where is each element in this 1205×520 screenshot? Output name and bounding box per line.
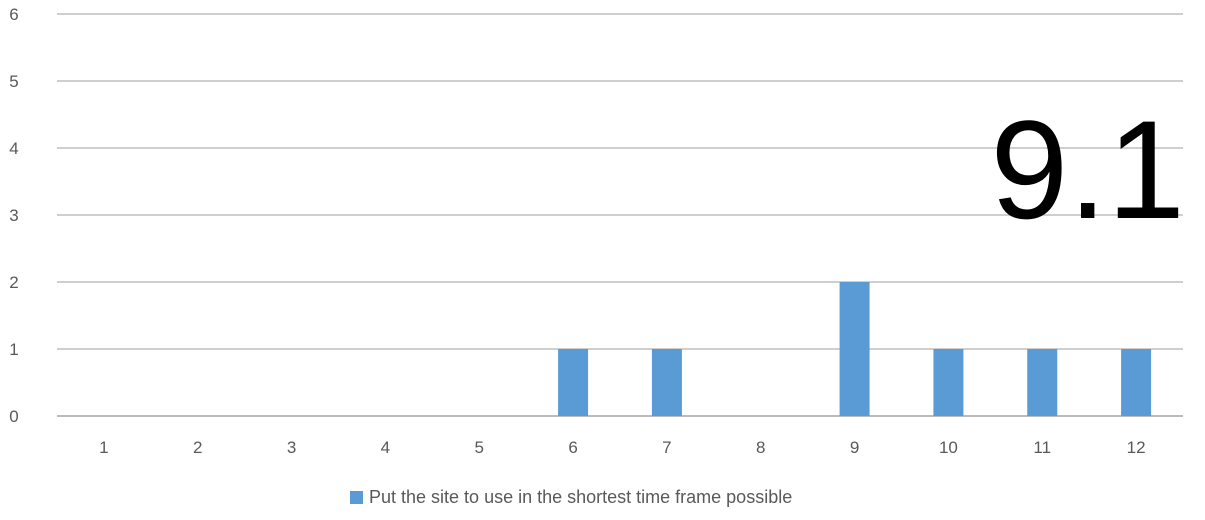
bar [933,349,964,416]
y-tick-label: 2 [9,273,18,292]
chart-annotation: 9.1 [990,91,1185,248]
x-tick-label: 2 [193,438,202,457]
x-tick-label: 7 [662,438,671,457]
legend-swatch [350,491,363,504]
bar [651,349,682,416]
x-tick-label: 5 [475,438,484,457]
bar [839,282,870,416]
y-tick-label: 5 [9,72,18,91]
x-tick-label: 8 [756,438,765,457]
x-tick-label: 12 [1127,438,1146,457]
legend-label: Put the site to use in the shortest time… [369,487,792,507]
gridlines [57,13,1183,417]
x-tick-label: 3 [287,438,296,457]
y-tick-label: 6 [9,5,18,24]
bar [1121,349,1152,416]
y-axis-ticks: 0 1 2 3 4 5 6 [9,5,18,426]
x-tick-label: 9 [850,438,859,457]
x-tick-label: 1 [99,438,108,457]
y-tick-label: 3 [9,206,18,225]
bar [1027,349,1058,416]
legend: Put the site to use in the shortest time… [350,487,792,507]
x-tick-label: 4 [381,438,390,457]
y-tick-label: 1 [9,340,18,359]
x-tick-label: 10 [939,438,958,457]
bar [558,349,589,416]
x-tick-label: 6 [568,438,577,457]
y-tick-label: 0 [9,407,18,426]
x-tick-label: 11 [1033,438,1051,457]
y-tick-label: 4 [9,139,18,158]
x-axis-ticks: 1 2 3 4 5 6 7 8 9 10 11 12 [99,438,1145,457]
bars [558,282,1152,416]
